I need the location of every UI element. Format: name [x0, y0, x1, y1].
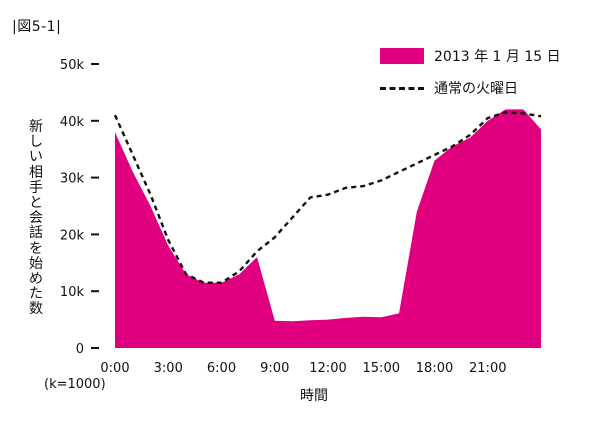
x-axis-ticks: 0:00 3:00 6:00 9:00 12:00 15:00 18:00 21:00	[100, 361, 506, 376]
area-layer	[115, 109, 541, 349]
y-tick-label: 50k	[60, 58, 85, 73]
legend-swatch-area	[380, 48, 424, 64]
x-tick-label: 0:00	[100, 361, 129, 376]
y-tick-label: 40k	[60, 115, 85, 130]
x-tick-label: 3:00	[154, 361, 183, 376]
x-tick-label: 12:00	[309, 361, 346, 376]
legend-item-line: 通常の火曜日	[380, 78, 518, 98]
legend-label-area: 2013 年 1 月 15 日	[434, 49, 561, 65]
x-tick-label: 9:00	[260, 361, 289, 376]
figure-label: |図5-1|	[12, 19, 62, 35]
y-tick-label: 10k	[60, 285, 85, 300]
y-tick-label: 20k	[60, 228, 85, 243]
legend-item-area: 2013 年 1 月 15 日	[380, 46, 561, 66]
x-tick-label: 6:00	[207, 361, 236, 376]
x-tick-label: 15:00	[363, 361, 400, 376]
y-axis: 0 10k 20k 30k 40k 50k	[60, 58, 99, 357]
series-line-normal-tuesday	[113, 111, 542, 284]
series-area-jan15	[115, 109, 541, 349]
legend-label-line: 通常の火曜日	[434, 81, 518, 97]
x-axis-label: 時間	[300, 388, 328, 404]
x-tick-label: 18:00	[416, 361, 453, 376]
legend-swatch-line	[380, 86, 424, 90]
unit-note: (k=1000)	[44, 377, 106, 392]
line-layer	[113, 111, 542, 284]
y-tick-label: 30k	[60, 172, 85, 187]
y-tick-label: 0	[76, 342, 84, 357]
x-tick-label: 21:00	[469, 361, 506, 376]
y-axis-label: 新しい相手と会話を始めた数	[29, 119, 43, 318]
